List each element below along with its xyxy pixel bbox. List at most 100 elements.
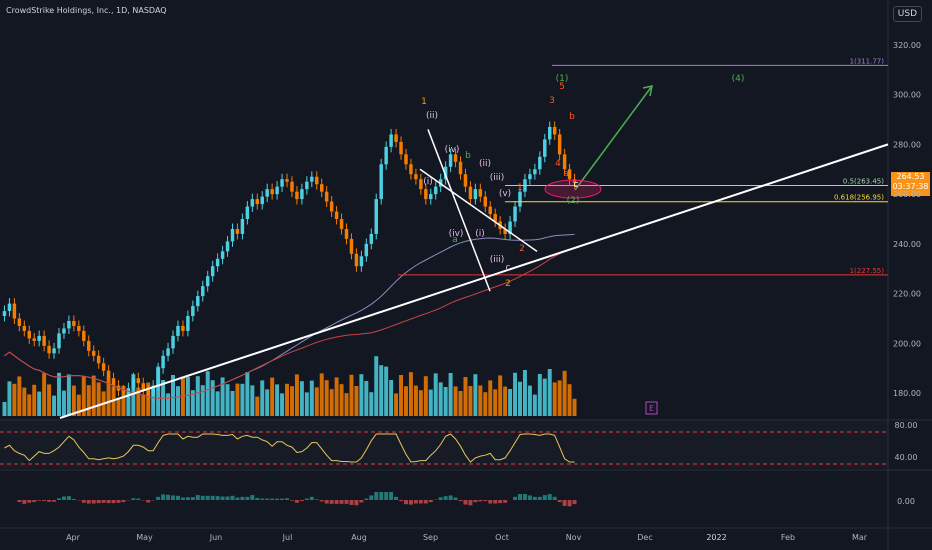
candle-body: [12, 303, 17, 319]
candle-body: [552, 126, 557, 135]
volume-bar: [488, 380, 493, 416]
candle-body: [354, 253, 359, 267]
macd-histogram-bar: [116, 500, 121, 503]
macd-histogram-bar: [478, 500, 483, 502]
volume-bar: [136, 387, 141, 416]
fib-level-label: 1(311.77): [850, 57, 885, 65]
wave-label: a: [563, 169, 569, 179]
fib-level-label: 0.618(256.95): [834, 194, 884, 202]
macd-histogram-bar: [547, 494, 552, 500]
volume-bar: [354, 386, 359, 416]
candle-body: [369, 233, 374, 244]
y-tick-label: 260.00: [893, 190, 921, 199]
macd-histogram-bar: [324, 500, 329, 504]
volume-bar: [71, 385, 76, 416]
fib-level-label: 0.5(263.45): [843, 178, 884, 186]
volume-bar: [61, 390, 66, 416]
macd-histogram-bar: [245, 496, 250, 500]
volume-bar: [453, 386, 458, 416]
candle-body: [106, 370, 111, 379]
volume-bar: [220, 377, 225, 416]
macd-zero-label: 0.00: [897, 497, 915, 506]
macd-histogram-bar: [299, 500, 304, 502]
macd-histogram-bar: [389, 492, 394, 500]
volume-bar: [428, 389, 433, 416]
macd-histogram-bar: [359, 500, 364, 503]
volume-bar: [37, 391, 42, 416]
macd-histogram-bar: [225, 496, 230, 500]
macd-histogram-bar: [542, 495, 547, 500]
volume-bar: [17, 376, 22, 416]
volume-bar: [448, 373, 453, 416]
candle-body: [429, 194, 433, 200]
macd-histogram-bar: [443, 496, 448, 500]
volume-bar: [562, 370, 567, 416]
last-price-label: 264.53: [896, 172, 925, 181]
candle-body: [27, 330, 31, 339]
wave-label: 2: [505, 279, 511, 289]
volume-bar: [260, 380, 265, 416]
volume-bar: [334, 377, 339, 416]
macd-histogram-bar: [175, 495, 180, 500]
candle-body: [96, 355, 101, 364]
candle-body: [285, 179, 289, 182]
macd-histogram-bar: [86, 500, 91, 504]
wave-label: (2): [567, 196, 580, 206]
macd-histogram-bar: [37, 500, 42, 501]
macd-histogram-bar: [384, 492, 389, 500]
macd-histogram-bar: [146, 500, 151, 503]
volume-bar: [404, 386, 408, 416]
volume-bar: [299, 381, 304, 416]
x-tick-label: Sep: [423, 533, 438, 542]
wave-label: 1: [421, 97, 427, 107]
candle-body: [37, 335, 41, 341]
volume-bar: [468, 386, 473, 416]
volume-bar: [57, 372, 61, 416]
macd-histogram-bar: [319, 500, 324, 502]
volume-bar: [329, 389, 334, 416]
wedge-line: [419, 168, 538, 252]
candle-body: [364, 243, 369, 257]
candle-body: [215, 258, 220, 267]
volume-bar: [547, 369, 552, 416]
candle-body: [67, 320, 71, 329]
volume-bar: [195, 376, 200, 416]
candle-body: [557, 134, 562, 155]
macd-histogram-bar: [255, 497, 260, 500]
volume-bar: [289, 386, 294, 416]
volume-bar: [141, 394, 146, 416]
symbol-title: CrowdStrike Holdings, Inc., 1D, NASDAQ: [6, 6, 167, 15]
wave-label: 4: [555, 159, 561, 169]
candle-body: [191, 306, 195, 317]
volume-bar: [200, 385, 205, 416]
macd-histogram-bar: [61, 496, 66, 500]
macd-histogram-bar: [52, 500, 57, 502]
candle-body: [513, 206, 517, 222]
volume-bar: [438, 382, 443, 416]
macd-histogram-bar: [190, 497, 195, 500]
wave-label: (ii): [426, 111, 438, 121]
volume-bar: [369, 392, 374, 416]
candle-body: [42, 335, 46, 346]
volume-bar: [205, 371, 210, 416]
volume-bar: [294, 374, 299, 416]
candle-body: [468, 186, 473, 200]
macd-histogram-bar: [468, 500, 473, 506]
volume-bar: [433, 373, 438, 416]
candle-body: [414, 174, 418, 180]
candle-body: [334, 211, 339, 219]
candle-body: [166, 348, 170, 356]
currency-button[interactable]: USD: [892, 6, 922, 22]
candle-body: [111, 378, 116, 386]
macd-histogram-bar: [136, 498, 141, 500]
macd-histogram-bar: [96, 500, 101, 504]
candle-body: [329, 201, 334, 212]
macd-histogram-bar: [518, 494, 522, 500]
candle-body: [533, 169, 537, 175]
volume-bar: [314, 387, 319, 416]
macd-histogram-bar: [522, 494, 527, 500]
macd-histogram-bar: [185, 497, 190, 500]
volume-bar: [309, 380, 314, 416]
volume-bar: [572, 398, 577, 416]
